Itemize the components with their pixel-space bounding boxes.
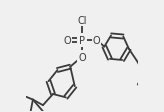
Text: P: P <box>79 36 85 45</box>
Text: O: O <box>78 52 86 62</box>
Text: Cl: Cl <box>77 16 87 26</box>
Text: O: O <box>64 36 71 45</box>
Text: O: O <box>93 36 100 45</box>
